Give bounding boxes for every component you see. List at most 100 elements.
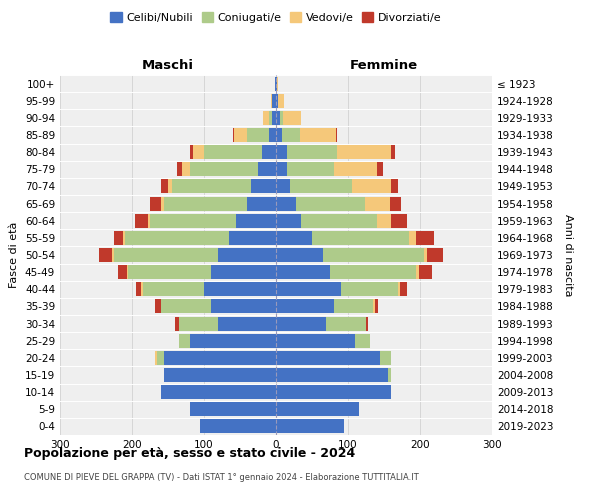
- Bar: [374, 300, 378, 314]
- Bar: [161, 300, 211, 314]
- Bar: [193, 145, 204, 159]
- Bar: [276, 248, 323, 262]
- Bar: [276, 282, 341, 296]
- Bar: [272, 94, 276, 108]
- Bar: [179, 316, 218, 330]
- Bar: [400, 282, 407, 296]
- Bar: [276, 368, 388, 382]
- Text: Maschi: Maschi: [142, 60, 194, 72]
- Bar: [388, 368, 391, 382]
- Bar: [276, 214, 301, 228]
- Bar: [276, 420, 344, 434]
- Bar: [366, 316, 368, 330]
- Bar: [334, 162, 377, 176]
- Bar: [283, 111, 301, 125]
- Bar: [352, 180, 391, 194]
- Bar: [157, 351, 164, 365]
- Bar: [337, 145, 391, 159]
- Bar: [287, 162, 334, 176]
- Bar: [150, 214, 236, 228]
- Bar: [258, 162, 276, 176]
- Bar: [280, 111, 283, 125]
- Bar: [204, 145, 262, 159]
- Bar: [143, 282, 204, 296]
- Bar: [312, 231, 409, 245]
- Y-axis label: Fasce di età: Fasce di età: [10, 222, 19, 288]
- Bar: [377, 162, 383, 176]
- Bar: [416, 231, 434, 245]
- Bar: [390, 196, 401, 210]
- Bar: [276, 111, 280, 125]
- Bar: [161, 385, 276, 399]
- Bar: [355, 334, 370, 347]
- Bar: [276, 145, 287, 159]
- Bar: [99, 248, 112, 262]
- Bar: [218, 316, 276, 330]
- Bar: [247, 128, 269, 142]
- Bar: [128, 265, 211, 279]
- Bar: [204, 282, 276, 296]
- Bar: [150, 196, 161, 210]
- Bar: [236, 214, 276, 228]
- Bar: [398, 282, 400, 296]
- Bar: [272, 111, 276, 125]
- Bar: [155, 300, 161, 314]
- Bar: [233, 128, 234, 142]
- Bar: [336, 128, 337, 142]
- Bar: [424, 248, 427, 262]
- Bar: [175, 316, 179, 330]
- Bar: [172, 180, 251, 194]
- Bar: [278, 94, 284, 108]
- Bar: [161, 196, 164, 210]
- Bar: [277, 76, 278, 90]
- Bar: [391, 180, 398, 194]
- Bar: [276, 300, 334, 314]
- Bar: [391, 145, 395, 159]
- Bar: [114, 248, 218, 262]
- Legend: Celibi/Nubili, Coniugati/e, Vedovi/e, Divorziati/e: Celibi/Nubili, Coniugati/e, Vedovi/e, Di…: [106, 8, 446, 28]
- Bar: [275, 76, 276, 90]
- Y-axis label: Anni di nascita: Anni di nascita: [563, 214, 573, 296]
- Bar: [282, 128, 300, 142]
- Bar: [323, 248, 424, 262]
- Bar: [276, 180, 290, 194]
- Bar: [377, 214, 391, 228]
- Bar: [234, 128, 247, 142]
- Bar: [276, 76, 277, 90]
- Bar: [263, 111, 269, 125]
- Bar: [276, 162, 287, 176]
- Bar: [218, 248, 276, 262]
- Bar: [365, 196, 390, 210]
- Bar: [276, 94, 278, 108]
- Bar: [301, 214, 377, 228]
- Bar: [326, 316, 366, 330]
- Bar: [409, 231, 416, 245]
- Bar: [190, 145, 193, 159]
- Bar: [269, 111, 272, 125]
- Bar: [247, 196, 276, 210]
- Bar: [229, 231, 276, 245]
- Bar: [211, 265, 276, 279]
- Bar: [190, 162, 258, 176]
- Bar: [276, 402, 359, 416]
- Bar: [276, 128, 282, 142]
- Bar: [136, 282, 142, 296]
- Bar: [164, 368, 276, 382]
- Bar: [419, 265, 431, 279]
- Bar: [276, 231, 312, 245]
- Bar: [122, 231, 125, 245]
- Bar: [182, 162, 190, 176]
- Bar: [276, 196, 296, 210]
- Bar: [200, 420, 276, 434]
- Text: COMUNE DI PIEVE DEL GRAPPA (TV) - Dati ISTAT 1° gennaio 2024 - Elaborazione TUTT: COMUNE DI PIEVE DEL GRAPPA (TV) - Dati I…: [24, 472, 419, 482]
- Bar: [125, 231, 229, 245]
- Bar: [276, 316, 326, 330]
- Bar: [276, 385, 391, 399]
- Bar: [179, 334, 190, 347]
- Bar: [276, 334, 355, 347]
- Bar: [142, 282, 143, 296]
- Bar: [118, 265, 127, 279]
- Bar: [416, 265, 419, 279]
- Bar: [287, 145, 337, 159]
- Bar: [161, 180, 168, 194]
